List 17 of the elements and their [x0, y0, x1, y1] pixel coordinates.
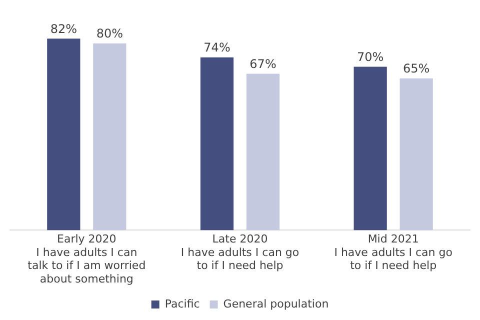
data-label: 65%: [402, 62, 430, 76]
x-tick-label: Early 2020 I have adults I can talk to if I am worried about something: [28, 232, 146, 286]
data-label: 67%: [250, 56, 276, 71]
legend-label: General population: [223, 297, 329, 310]
bar: [200, 57, 234, 230]
data-label: 74%: [204, 40, 230, 54]
x-tick-label: Late 2020 I have adults I can go to if I need help: [180, 232, 300, 272]
bar: [354, 66, 387, 230]
data-label: 82%: [50, 22, 78, 36]
data-label: 70%: [356, 50, 384, 64]
bar: [246, 74, 280, 230]
data-label: 80%: [96, 26, 124, 40]
bar: [93, 43, 126, 230]
x-tick-label: Mid 2021 I have adults I can go to if I need help: [334, 232, 453, 272]
bar: [47, 38, 80, 230]
legend-label: Pacific: [164, 297, 200, 310]
bar: [400, 78, 433, 230]
